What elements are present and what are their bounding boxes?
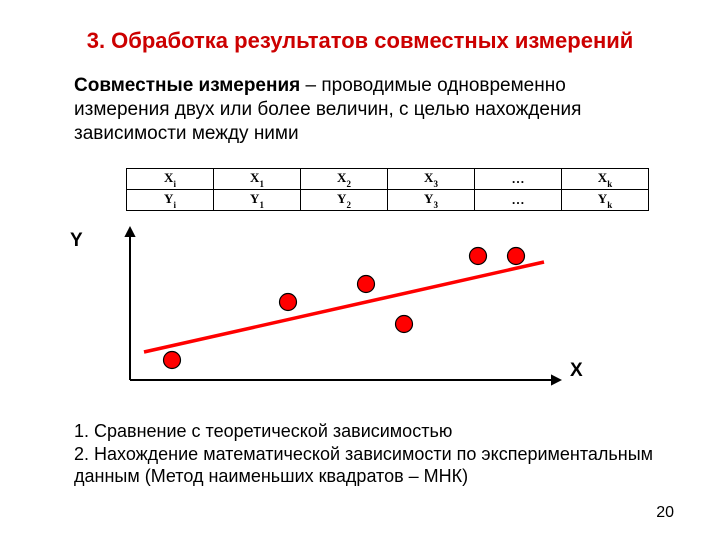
notes-block: 1. Сравнение с теоретической зависимость… [74,420,660,488]
table-cell: Y3 [388,190,475,211]
title-text: 3. Обработка результатов совместных изме… [87,28,634,53]
table-cell: Yk [562,190,649,211]
definition-term: Совместные измерения [74,75,300,96]
x-axis-label: X [570,360,583,382]
table-row: Xi X1 X2 X3 … Xk [127,169,649,190]
table-cell: Y1 [214,190,301,211]
definition-paragraph: Совместные измерения – проводимые одновр… [74,74,650,145]
table-row: Yi Y1 Y2 Y3 … Yk [127,190,649,211]
table-cell: Xk [562,169,649,190]
table-cell: … [475,190,562,211]
chart-svg [70,220,630,390]
table-cell: … [475,169,562,190]
table-cell: X3 [388,169,475,190]
data-table: Xi X1 X2 X3 … Xk Yi Y1 Y2 Y3 … Yk [126,168,649,211]
table-cell: Yi [127,190,214,211]
table-cell: Y2 [301,190,388,211]
note-line-2: 2. Нахождение математической зависимости… [74,443,660,488]
table-cell: Xi [127,169,214,190]
page-number: 20 [656,504,674,522]
note-line-1: 1. Сравнение с теоретической зависимость… [74,420,660,443]
table-cell: X1 [214,169,301,190]
scatter-chart: Y X [70,220,630,390]
page-title: 3. Обработка результатов совместных изме… [0,28,720,54]
y-axis-label: Y [70,230,83,252]
table-cell: X2 [301,169,388,190]
